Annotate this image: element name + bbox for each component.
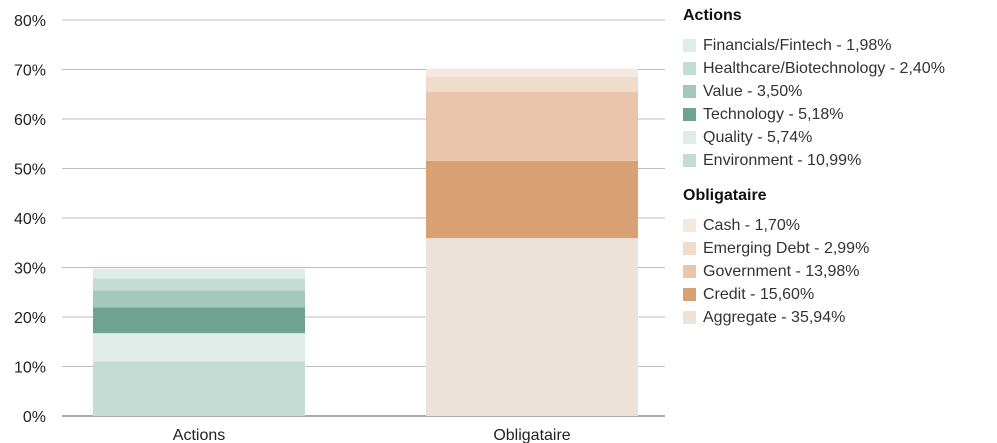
stacked-bar-chart: 0% 10% 20% 30% 40% 50% 60% 70% 80% Actions Obligat… bbox=[14, 13, 665, 443]
legend-group-title: Obligataire bbox=[683, 187, 767, 204]
legend-item: Quality - 5,74% bbox=[683, 126, 993, 149]
legend-item: Technology - 5,18% bbox=[683, 103, 993, 126]
bar-segment bbox=[426, 91, 638, 161]
legend-swatch bbox=[683, 108, 696, 121]
legend-label: Environment - 10,99% bbox=[703, 151, 862, 169]
bar-segment bbox=[93, 290, 305, 308]
legend-label: Healthcare/Biotechnology - 2,40% bbox=[703, 59, 945, 77]
bar-segment bbox=[426, 68, 638, 77]
legend-swatch bbox=[683, 265, 696, 278]
bar-segment bbox=[93, 307, 305, 334]
y-tick-label: 0% bbox=[23, 409, 46, 426]
y-tick-label: 10% bbox=[14, 360, 46, 377]
legend-label: Emerging Debt - 2,99% bbox=[703, 239, 870, 257]
legend-item: Value - 3,50% bbox=[683, 80, 993, 103]
legend-label: Government - 13,98% bbox=[703, 262, 860, 280]
legend-item: Cash - 1,70% bbox=[683, 214, 993, 237]
y-tick-label: 20% bbox=[14, 310, 46, 327]
legend-label: Cash - 1,70% bbox=[703, 216, 800, 234]
y-tick-label: 80% bbox=[14, 13, 46, 30]
x-category-label: Actions bbox=[173, 427, 225, 443]
y-tick-label: 50% bbox=[14, 162, 46, 179]
legend-label: Aggregate - 35,94% bbox=[703, 308, 846, 326]
legend-item: Credit - 15,60% bbox=[683, 283, 993, 306]
bar-segment bbox=[93, 361, 305, 416]
legend-swatch bbox=[683, 85, 696, 98]
y-tick-label: 30% bbox=[14, 261, 46, 278]
legend-swatch bbox=[683, 242, 696, 255]
legend-item: Emerging Debt - 2,99% bbox=[683, 237, 993, 260]
bar-segment bbox=[93, 268, 305, 279]
y-tick-label: 60% bbox=[14, 112, 46, 129]
legend-swatch bbox=[683, 39, 696, 52]
legend-item: Financials/Fintech - 1,98% bbox=[683, 34, 993, 57]
bar-segment bbox=[93, 333, 305, 362]
legend: Actions Financials/Fintech - 1,98% Healthc… bbox=[683, 6, 993, 329]
legend-swatch bbox=[683, 154, 696, 167]
legend-swatch bbox=[683, 62, 696, 75]
legend-swatch bbox=[683, 288, 696, 301]
legend-item: Environment - 10,99% bbox=[683, 149, 993, 172]
y-tick-label: 70% bbox=[14, 63, 46, 80]
bar-segment bbox=[426, 238, 638, 416]
bar-segment bbox=[426, 160, 638, 239]
bar-segment bbox=[93, 278, 305, 291]
legend-swatch bbox=[683, 311, 696, 324]
bar-segment bbox=[426, 76, 638, 92]
legend-item: Government - 13,98% bbox=[683, 260, 993, 283]
legend-label: Financials/Fintech - 1,98% bbox=[703, 36, 892, 54]
legend-label: Technology - 5,18% bbox=[703, 105, 844, 123]
legend-swatch bbox=[683, 219, 696, 232]
legend-label: Value - 3,50% bbox=[703, 82, 803, 100]
legend-label: Credit - 15,60% bbox=[703, 285, 815, 303]
legend-swatch bbox=[683, 131, 696, 144]
x-category-label: Obligataire bbox=[493, 427, 570, 443]
legend-group-title: Actions bbox=[683, 7, 742, 24]
legend-item: Aggregate - 35,94% bbox=[683, 306, 993, 329]
y-tick-label: 40% bbox=[14, 211, 46, 228]
legend-label: Quality - 5,74% bbox=[703, 128, 813, 146]
legend-item: Healthcare/Biotechnology - 2,40% bbox=[683, 57, 993, 80]
